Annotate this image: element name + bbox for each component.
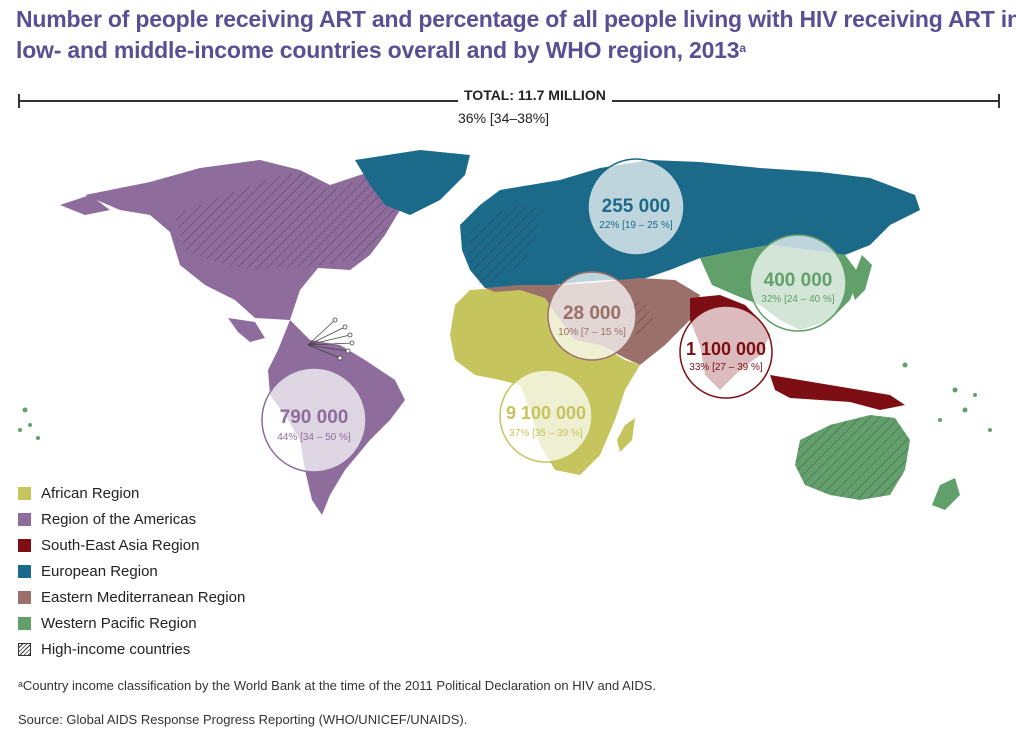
bubble-african-value: 9 100 000	[506, 403, 586, 423]
bubble-americas: 790 000 44% [34 – 50 %]	[261, 367, 367, 473]
legend-label-european: European Region	[41, 562, 158, 580]
bubble-european: 255 000 22% [19 – 25 %]	[587, 158, 685, 256]
atlantic-islands	[18, 407, 40, 440]
japan-shape	[850, 255, 872, 300]
title-line-2: low- and middle-income countries overall…	[16, 35, 1006, 66]
new-zealand-shape	[932, 478, 960, 510]
bubble-western-pacific-pct: 32% [24 – 40 %]	[761, 294, 835, 305]
footnote: ᵃCountry income classification by the Wo…	[18, 678, 657, 693]
legend-label-americas: Region of the Americas	[41, 510, 197, 528]
caribbean-pointer-lines	[307, 319, 353, 359]
region-americas-shape	[60, 160, 425, 515]
bubble-western-pacific-value: 400 000	[764, 270, 833, 291]
bubble-south-east-asia-value: 1 100 000	[686, 339, 766, 359]
title-line-2-text: low- and middle-income countries overall…	[16, 37, 740, 63]
pacific-islands	[902, 362, 992, 432]
world-map: 790 000 44% [34 – 50 %] 9 100 000 37% [3…	[18, 150, 992, 515]
total-bracket-right-tick	[998, 94, 1000, 108]
bubble-western-pacific: 400 000 32% [24 – 40 %]	[749, 234, 847, 332]
madagascar-shape	[617, 418, 635, 452]
legend-item-high-income: High-income countries	[18, 636, 245, 662]
legend-label-eastern-med: Eastern Mediterranean Region	[41, 588, 246, 606]
australia-high-income-hatch	[795, 415, 910, 500]
legend-label-south-east-asia: South-East Asia Region	[41, 536, 200, 554]
legend-label-western-pacific: Western Pacific Region	[41, 614, 197, 632]
bubble-eastern-med-pct: 10% [7 – 15 %]	[558, 327, 626, 338]
indonesia-shape	[770, 375, 905, 410]
map-legend: African Region Region of the Americas So…	[18, 480, 245, 662]
legend-swatch-western-pacific	[18, 616, 31, 630]
total-bracket: TOTAL: 11.7 MILLION	[18, 87, 1000, 108]
legend-label-high-income: High-income countries	[41, 640, 191, 658]
total-percentage: 36% [34–38%]	[458, 110, 550, 126]
greenland-shape	[355, 150, 470, 215]
bubble-americas-pct: 44% [34 – 50 %]	[277, 432, 351, 443]
region-european-shape	[460, 160, 920, 292]
legend-item-americas: Region of the Americas	[18, 506, 245, 532]
legend-item-south-east-asia: South-East Asia Region	[18, 532, 245, 558]
bubble-african-pct: 37% [35 – 39 %]	[509, 428, 583, 439]
bubble-eastern-med: 28 000 10% [7 – 15 %]	[547, 271, 637, 361]
caribbean-islands	[332, 317, 355, 361]
legend-item-western-pacific: Western Pacific Region	[18, 610, 245, 636]
source-note: Source: Global AIDS Response Progress Re…	[18, 712, 468, 727]
legend-label-african: African Region	[41, 484, 140, 502]
title-line-1: Number of people receiving ART and perce…	[16, 6, 1016, 32]
total-label: TOTAL: 11.7 MILLION	[458, 87, 612, 103]
legend-swatch-eastern-med	[18, 590, 31, 604]
legend-swatch-european	[18, 564, 31, 578]
bubble-european-pct: 22% [19 – 25 %]	[599, 220, 673, 231]
map-title: Number of people receiving ART and perce…	[16, 4, 1016, 66]
total-bracket-left-tick	[18, 94, 20, 108]
hatch-pattern-icon	[18, 642, 31, 656]
legend-swatch-south-east-asia	[18, 538, 31, 552]
bubble-americas-value: 790 000	[280, 407, 349, 428]
bubble-south-east-asia-pct: 33% [27 – 39 %]	[689, 362, 763, 373]
legend-item-european: European Region	[18, 558, 245, 584]
bubble-european-value: 255 000	[602, 196, 671, 217]
bubble-eastern-med-value: 28 000	[563, 303, 621, 324]
legend-item-eastern-med: Eastern Mediterranean Region	[18, 584, 245, 610]
legend-swatch-americas	[18, 512, 31, 526]
legend-swatch-african	[18, 486, 31, 500]
title-footnote-marker: a	[739, 41, 746, 55]
bubble-african: 9 100 000 37% [35 – 39 %]	[499, 369, 593, 463]
legend-item-african: African Region	[18, 480, 245, 506]
bubble-south-east-asia: 1 100 000 33% [27 – 39 %]	[679, 305, 773, 399]
europe-high-income-hatch	[468, 205, 540, 285]
